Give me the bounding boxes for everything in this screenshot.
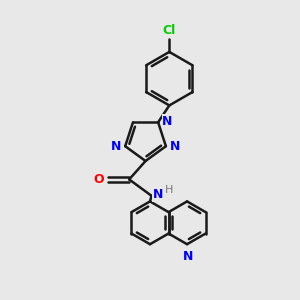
Text: H: H — [165, 185, 173, 195]
Text: N: N — [162, 115, 173, 128]
Text: N: N — [170, 140, 180, 153]
Text: N: N — [182, 250, 193, 263]
Text: O: O — [94, 173, 104, 186]
Text: N: N — [111, 140, 121, 153]
Text: N: N — [153, 188, 163, 201]
Text: Cl: Cl — [163, 24, 176, 37]
